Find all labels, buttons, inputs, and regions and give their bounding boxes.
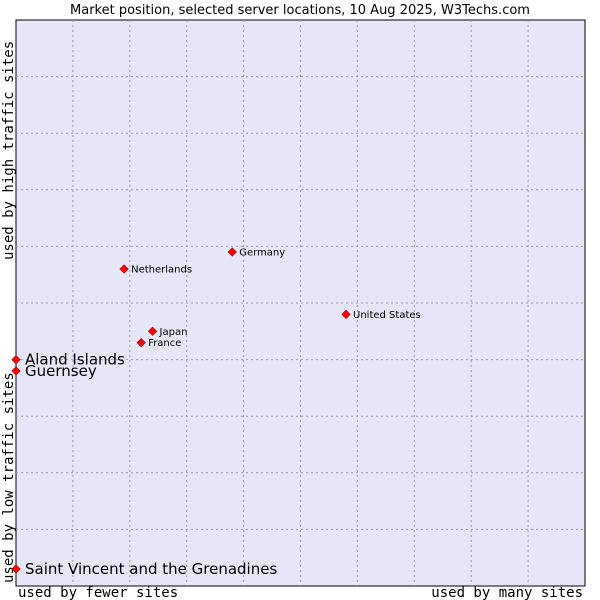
data-point-netherlands bbox=[119, 264, 129, 274]
data-point-united-states bbox=[341, 309, 351, 319]
x-axis-label-low: used by fewer sites bbox=[18, 585, 178, 600]
data-point-saint-vincent-and-the-grenadines bbox=[11, 564, 21, 574]
y-axis-label-low: used by low traffic sites bbox=[1, 372, 17, 583]
data-label-france: France bbox=[148, 338, 181, 349]
data-point-france bbox=[136, 337, 146, 348]
grid-lines bbox=[16, 20, 585, 586]
x-axis-label-high: used by many sites bbox=[431, 585, 583, 600]
data-point-guernsey bbox=[11, 366, 21, 376]
data-points: Germany Netherlands United States JapanFran… bbox=[11, 247, 421, 578]
y-axis-label-high: used by high traffic sites bbox=[1, 41, 17, 260]
data-label-japan: Japan bbox=[159, 327, 188, 338]
data-label-netherlands: Netherlands bbox=[131, 265, 192, 276]
data-point-japan bbox=[147, 326, 158, 336]
data-point-germany bbox=[227, 247, 237, 257]
data-label-guernsey: Guernsey bbox=[25, 362, 97, 380]
chart-title: Market position, selected server locatio… bbox=[70, 3, 530, 18]
data-label-united-states: United States bbox=[353, 310, 421, 321]
data-label-saint-vincent-and-the-grenadines: Saint Vincent and the Grenadines bbox=[25, 560, 277, 578]
data-label-aland-islands: Aland Islands bbox=[25, 351, 125, 369]
data-label-germany: Germany bbox=[239, 248, 285, 259]
data-point-aland-islands bbox=[11, 354, 21, 365]
